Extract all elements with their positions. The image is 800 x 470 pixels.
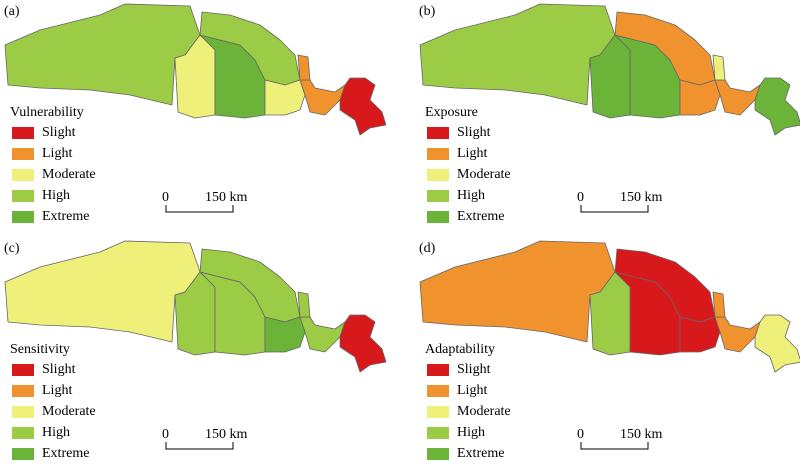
legend-label: Slight	[457, 125, 491, 140]
legend-swatch	[427, 211, 449, 223]
panel-label: (c)	[4, 241, 20, 256]
legend-swatch	[427, 385, 449, 397]
legend-label: Light	[457, 383, 487, 398]
legend-swatch	[12, 190, 34, 202]
panel-label: (d)	[419, 241, 436, 256]
region	[297, 54, 311, 81]
legend-label: Slight	[42, 125, 76, 140]
legend-title: Exposure	[425, 105, 478, 120]
panel-label: (b)	[419, 4, 436, 19]
legend-label: Extreme	[457, 446, 504, 461]
scale-end: 150 km	[205, 427, 248, 442]
scale-end: 150 km	[620, 190, 663, 205]
region	[264, 316, 306, 353]
scale-end: 150 km	[620, 427, 663, 442]
legend-label: Light	[42, 383, 72, 398]
legend-label: Extreme	[457, 209, 504, 224]
legend-label: Slight	[42, 362, 76, 377]
region	[419, 3, 616, 106]
legend-swatch	[427, 169, 449, 181]
scale-bar	[165, 442, 234, 450]
legend-label: Moderate	[457, 404, 511, 419]
region	[614, 11, 716, 86]
region	[714, 316, 761, 353]
map-panel: (c) Sensitivity Slight Light Moderate High Ext…	[4, 240, 387, 461]
panel-label: (a)	[4, 4, 20, 19]
legend-swatch	[12, 127, 34, 139]
region	[614, 248, 716, 323]
legend-label: Slight	[457, 362, 491, 377]
legend-swatch	[12, 211, 34, 223]
region	[339, 77, 387, 136]
legend-swatch	[427, 448, 449, 460]
scale-start: 0	[577, 190, 584, 205]
legend-swatch	[12, 148, 34, 160]
region	[199, 11, 301, 86]
legend-swatch	[427, 127, 449, 139]
legend-swatch	[12, 169, 34, 181]
scale-start: 0	[577, 427, 584, 442]
region	[679, 79, 721, 116]
region	[299, 79, 346, 116]
legend-label: Light	[42, 146, 72, 161]
region	[679, 316, 721, 353]
region	[299, 316, 346, 353]
legend-label: High	[457, 188, 485, 203]
legend-label: Extreme	[42, 209, 89, 224]
legend-swatch	[12, 427, 34, 439]
map-panel: (a) Vulnerability Slight Light Moderate High E…	[4, 3, 387, 224]
legend-label: Extreme	[42, 446, 89, 461]
region	[199, 248, 301, 323]
scale-end: 150 km	[205, 190, 248, 205]
legend-title: Sensitivity	[10, 342, 70, 357]
legend-swatch	[427, 190, 449, 202]
region	[754, 77, 800, 136]
region	[754, 314, 800, 373]
legend-swatch	[12, 406, 34, 418]
region	[419, 240, 616, 343]
region	[712, 54, 726, 81]
region	[4, 240, 201, 343]
legend-swatch	[12, 448, 34, 460]
legend-swatch	[12, 385, 34, 397]
legend-swatch	[12, 364, 34, 376]
legend-swatch	[427, 364, 449, 376]
scale-start: 0	[162, 427, 169, 442]
region	[339, 314, 387, 373]
scale-bar	[165, 205, 234, 213]
legend-swatch	[427, 148, 449, 160]
legend-swatch	[427, 406, 449, 418]
scale-bar	[580, 205, 649, 213]
map-panel: (d) Adaptability Slight Light Moderate High Ex…	[419, 240, 800, 461]
region	[4, 3, 201, 106]
region	[264, 79, 306, 116]
legend-label: High	[42, 188, 70, 203]
region	[712, 291, 726, 318]
scale-start: 0	[162, 190, 169, 205]
region	[714, 79, 761, 116]
region	[297, 291, 311, 318]
legend-label: Moderate	[457, 167, 511, 182]
legend-label: Moderate	[42, 167, 96, 182]
legend-label: High	[457, 425, 485, 440]
legend-title: Adaptability	[425, 342, 495, 357]
legend-title: Vulnerability	[10, 105, 84, 120]
scale-bar	[580, 442, 649, 450]
map-panel: (b) Exposure Slight Light Moderate High Extrem…	[419, 3, 800, 224]
legend-label: Moderate	[42, 404, 96, 419]
legend-label: Light	[457, 146, 487, 161]
legend-swatch	[427, 427, 449, 439]
legend-label: High	[42, 425, 70, 440]
